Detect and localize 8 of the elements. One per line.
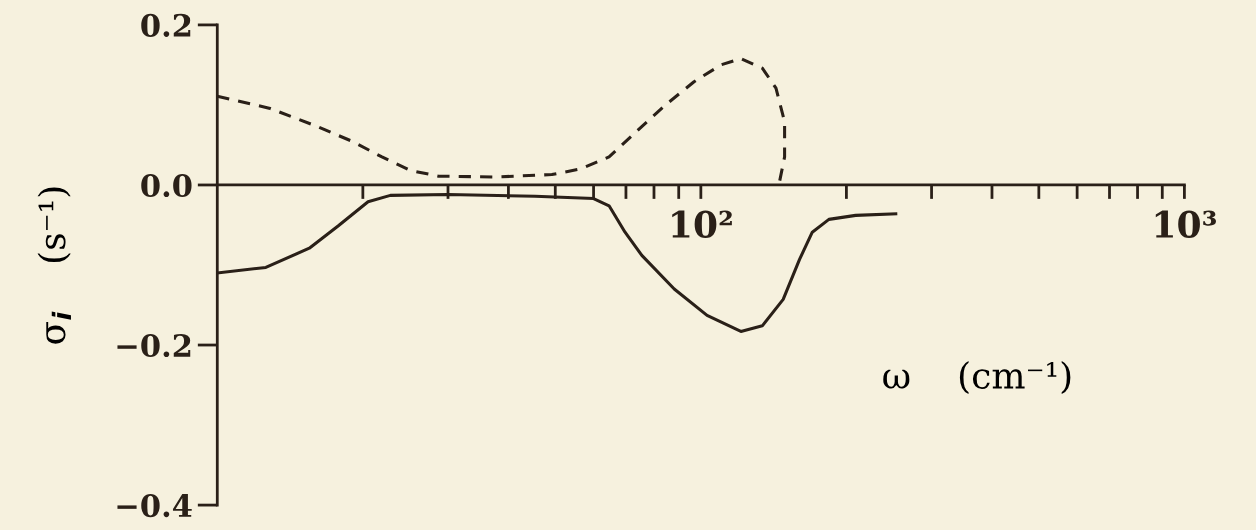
x-tick-label: 10³ <box>1155 210 1216 238</box>
y-tick-label: −0.2 <box>117 333 191 358</box>
x-tick-label: 10² <box>672 210 732 238</box>
text: σ$_{i}$ (s⁻¹) <box>37 187 71 344</box>
x-axis-title: ω (cm⁻¹) <box>883 361 1071 395</box>
y-tick-label: 0.0 <box>141 173 192 198</box>
y-tick-label: 0.2 <box>141 13 191 37</box>
y-tick-label: −0.4 <box>117 494 192 518</box>
